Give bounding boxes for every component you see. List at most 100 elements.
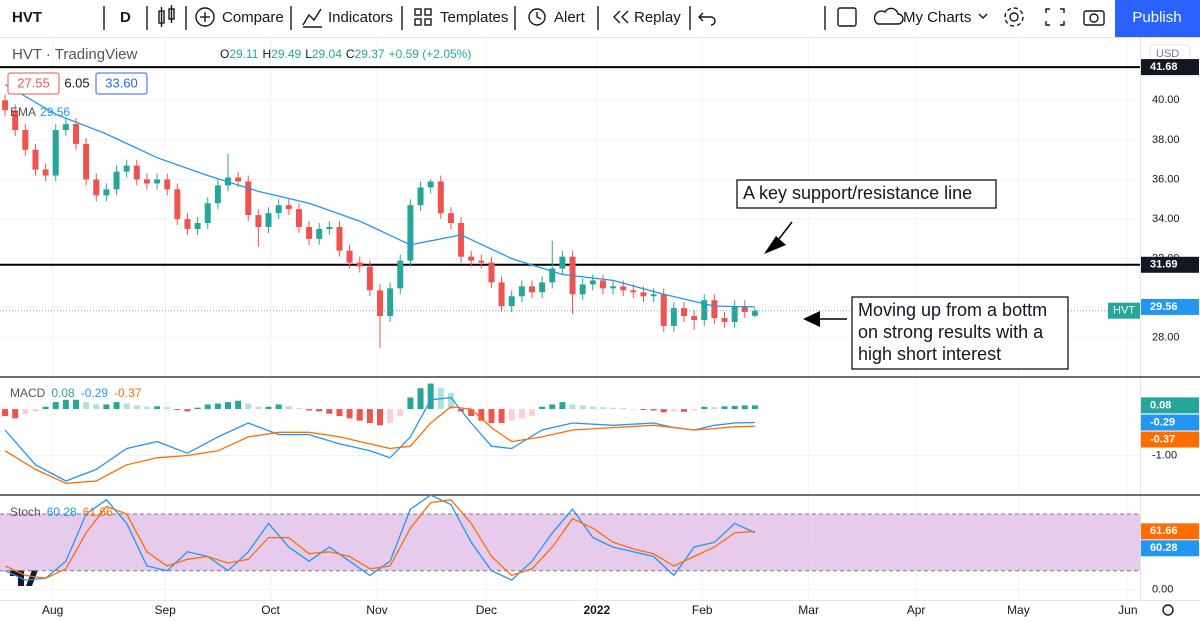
my-charts[interactable]: My Charts <box>903 9 971 26</box>
candle-body <box>235 177 242 182</box>
macd-histogram-bar <box>346 409 353 419</box>
candle-body <box>12 110 19 131</box>
chart-title: HVT · TradingView <box>12 46 137 63</box>
candle-body <box>498 282 505 307</box>
x-tick-label: Feb <box>692 603 713 617</box>
x-tick-label: Oct <box>261 603 280 617</box>
candle-body <box>447 213 454 224</box>
macd-histogram-bar <box>468 409 475 417</box>
macd-histogram-bar <box>681 409 687 412</box>
value-box-label: 33.60 <box>105 75 138 90</box>
axis-tag <box>1141 59 1199 76</box>
candle-body <box>559 256 566 269</box>
macd-histogram-bar <box>184 409 191 412</box>
macd-histogram-bar <box>366 409 373 424</box>
axis-tag-label: 60.28 <box>1150 542 1178 554</box>
candle-body <box>650 294 657 297</box>
candle-body <box>275 205 282 214</box>
candle-body <box>62 124 69 131</box>
macd-histogram-bar <box>306 409 313 411</box>
candle-body <box>427 181 434 188</box>
toolbar-button[interactable]: Indicators <box>328 9 393 26</box>
signal-line <box>4 406 755 484</box>
candle-body <box>721 318 728 322</box>
candle-body <box>83 143 90 180</box>
toolbar-button[interactable]: Alert <box>554 9 586 26</box>
candle-body <box>295 209 302 227</box>
macd-legend: -0.37 <box>114 386 142 400</box>
axis-tag-label: 41.68 <box>1150 61 1178 73</box>
x-tick-label: Nov <box>366 603 387 617</box>
candle-body <box>245 181 252 216</box>
macd-histogram-bar <box>265 406 272 410</box>
stoch-d-line <box>4 499 755 579</box>
macd-histogram-bar <box>630 409 637 410</box>
publish-label[interactable]: Publish <box>1132 9 1181 26</box>
candle-body <box>478 260 485 263</box>
candle-body <box>751 310 758 316</box>
macd-histogram-bar <box>701 406 708 410</box>
candle-body <box>387 288 394 317</box>
macd-histogram-bar <box>539 406 546 410</box>
candle-body <box>579 284 586 295</box>
macd-histogram-bar <box>549 404 556 410</box>
macd-legend: -0.29 <box>81 386 109 400</box>
change: +0.59 (+2.05%) <box>389 47 472 61</box>
candle-body <box>113 171 120 190</box>
y-tick-label: -1.00 <box>1152 449 1177 461</box>
toolbar-icons <box>103 5 1105 30</box>
candle-body <box>143 179 150 184</box>
candle-body <box>397 260 404 289</box>
toolbar-button[interactable]: Templates <box>440 9 508 26</box>
candle-body <box>539 282 546 293</box>
macd-histogram-bar <box>650 409 657 411</box>
settings-icon[interactable] <box>1162 604 1174 616</box>
candle-body <box>620 286 627 291</box>
candle-body <box>123 165 130 172</box>
candle-body <box>630 290 637 293</box>
macd-histogram-bar <box>670 409 677 412</box>
macd-histogram-bar <box>751 405 758 410</box>
macd-histogram-bar <box>62 399 69 410</box>
axis-tag-label: 0.08 <box>1150 399 1171 411</box>
ema-line <box>4 83 755 308</box>
macd-histogram-bar <box>529 409 535 417</box>
candle-body <box>164 179 171 190</box>
ohlc-value: 29.11 <box>229 47 258 61</box>
interval[interactable]: D <box>120 9 131 26</box>
candle-body <box>518 286 525 297</box>
candle-body <box>174 189 181 220</box>
axis-tag <box>1141 298 1199 315</box>
macd-histogram-bar <box>143 406 150 410</box>
x-tick-label: Mar <box>798 603 819 617</box>
candle-body <box>407 205 414 261</box>
macd-histogram-bar <box>174 409 181 411</box>
stoch-band <box>0 513 1140 571</box>
toolbar-button[interactable]: Compare <box>222 9 284 26</box>
x-tick-label: Jun <box>1118 603 1137 617</box>
currency: USD <box>1156 48 1179 60</box>
toolbar-button[interactable]: Replay <box>634 9 681 26</box>
candle-body <box>285 205 292 210</box>
symbol[interactable]: HVT <box>12 9 42 26</box>
ohlc-value: 29.04 <box>312 47 342 61</box>
macd-histogram-bar <box>154 406 161 410</box>
publish-button[interactable] <box>1115 0 1200 37</box>
candle-body <box>366 266 373 291</box>
axis-tag-label: -0.37 <box>1150 433 1175 445</box>
macd-histogram-bar <box>711 407 718 410</box>
candle-body <box>194 223 201 229</box>
macd-histogram-bar <box>377 409 383 426</box>
macd-histogram-bar <box>620 408 627 410</box>
macd-histogram-bar <box>427 383 434 410</box>
macd-histogram-bar <box>660 409 667 413</box>
candle-body <box>468 256 475 261</box>
x-tick-label: Aug <box>42 603 63 617</box>
macd-histogram-bar <box>295 408 302 410</box>
macd-histogram-bar <box>569 404 576 410</box>
ema-value: 29.56 <box>40 105 70 119</box>
stoch-k-line <box>4 494 756 581</box>
candle-body <box>377 290 383 317</box>
macd-histogram-bar <box>447 392 454 410</box>
